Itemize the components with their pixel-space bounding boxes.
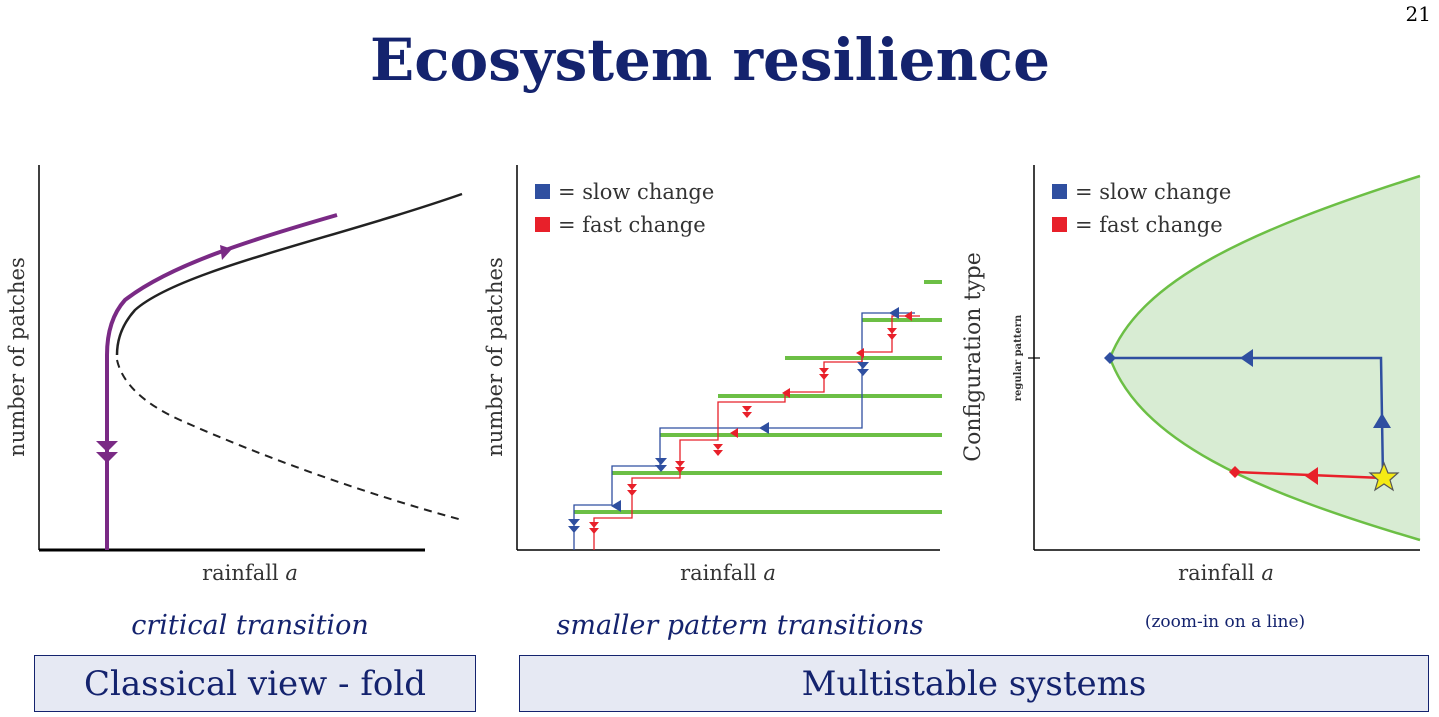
- box-classical-view: Classical view - fold: [34, 655, 476, 712]
- y-axis-label: Configuration type: [961, 252, 986, 461]
- legend-slow-label: = slow change: [558, 180, 714, 204]
- legend-slow-label: = slow change: [1075, 180, 1231, 204]
- caption-left: critical transition: [131, 610, 369, 641]
- stable-branch: [115, 192, 463, 356]
- fast-arrows: [589, 311, 912, 534]
- legend-fast-label: = fast change: [558, 213, 706, 237]
- trajectory-arrow-down-1: [96, 441, 118, 452]
- figure-panels: rainfall a number of patches: [5, 165, 1421, 585]
- caption-middle: smaller pattern transitions: [556, 610, 924, 641]
- panel-multistable: = slow change = fast change rainfall a n…: [483, 165, 942, 585]
- slow-endpoint: [1104, 352, 1116, 364]
- panel-fold: rainfall a number of patches: [5, 165, 463, 585]
- x-axis-label: rainfall a: [680, 561, 776, 585]
- caption-right-note: (zoom-in on a line): [1144, 612, 1306, 632]
- trajectory-arrow-up: [220, 245, 232, 260]
- fast-endpoint: [1229, 466, 1241, 478]
- stable-branches: [574, 280, 942, 514]
- x-axis-label: rainfall a: [202, 561, 298, 585]
- y-axis-label: number of patches: [5, 257, 29, 457]
- fast-arrow-left: [1305, 467, 1318, 485]
- legend-fast-label: = fast change: [1075, 213, 1223, 237]
- x-axis-label: rainfall a: [1178, 561, 1274, 585]
- legend-fast-swatch: [1052, 217, 1067, 232]
- trajectory-arrow-down-2: [96, 452, 118, 463]
- slide-title: Ecosystem resilience: [370, 26, 1050, 94]
- legend-slow-swatch: [535, 184, 550, 199]
- slow-path: [1110, 356, 1385, 479]
- slow-arrows: [568, 307, 899, 533]
- box-multistable-systems: Multistable systems: [519, 655, 1429, 712]
- y-tick-label: regular pattern: [1013, 314, 1024, 401]
- legend-fast-swatch: [535, 217, 550, 232]
- y-axis-label: number of patches: [483, 257, 507, 457]
- page-number: 21: [1405, 2, 1431, 26]
- unstable-branch: [116, 359, 463, 521]
- trajectory-path: [105, 213, 338, 550]
- slow-arrow-left: [1240, 349, 1253, 367]
- slow-arrow-up: [1373, 413, 1391, 428]
- panel-zoom: = slow change = fast change rainfall a C…: [961, 165, 1421, 585]
- legend-slow-swatch: [1052, 184, 1067, 199]
- star-icon: [1368, 461, 1400, 492]
